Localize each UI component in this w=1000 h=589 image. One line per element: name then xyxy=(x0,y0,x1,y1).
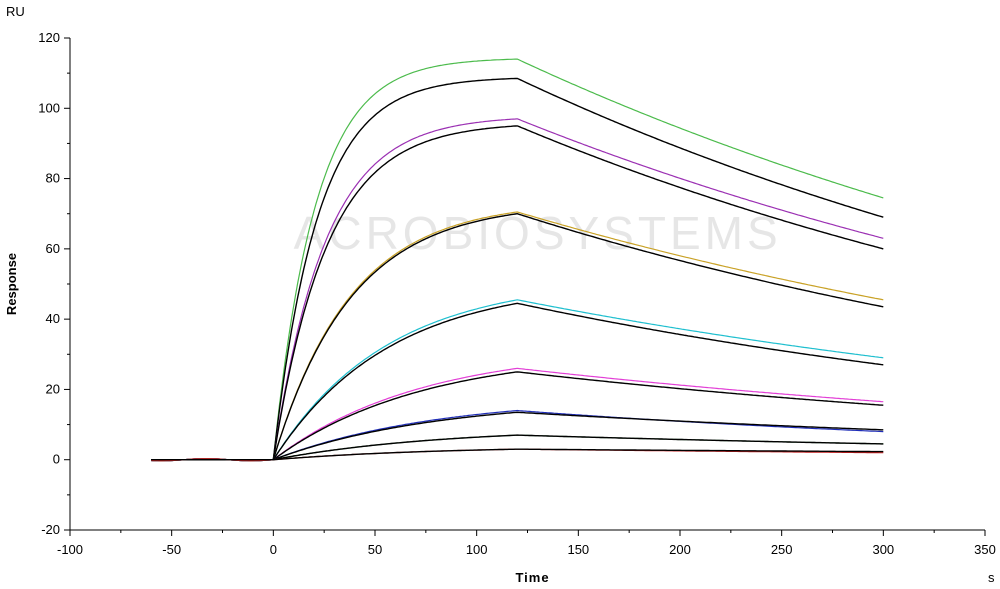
fit-curve-7 xyxy=(151,302,884,461)
response-curve-2 xyxy=(151,118,884,462)
fit-curve-9 xyxy=(151,371,884,461)
watermark: ACROBIOSYSTEMS xyxy=(294,207,782,259)
y-tick-label: -20 xyxy=(41,522,60,537)
response-curve-6 xyxy=(151,299,884,462)
series-curves xyxy=(151,58,884,462)
x-tick-label: 150 xyxy=(567,542,589,557)
axes: -20 0 20 40 60 80 100 120 -100 -50 0 50 100 150 200 250… xyxy=(38,30,996,557)
fit-curve-1 xyxy=(151,77,884,461)
x-axis-title: Time xyxy=(515,570,549,585)
fit-curve-11 xyxy=(151,411,884,461)
fit-curve-15 xyxy=(151,448,884,461)
y-axis-title: Response xyxy=(4,253,19,315)
x-tick-label: 100 xyxy=(466,542,488,557)
y-tick-label: 0 xyxy=(53,452,60,467)
x-tick-label: -50 xyxy=(162,542,181,557)
x-tick-label: 350 xyxy=(974,542,996,557)
y-tick-label: 80 xyxy=(46,171,60,186)
y-tick-label: 100 xyxy=(38,100,60,115)
fit-curve-3 xyxy=(151,125,884,461)
y-tick-label: 40 xyxy=(46,311,60,326)
x-tick-label: 0 xyxy=(270,542,277,557)
x-tick-label: -100 xyxy=(57,542,83,557)
fit-curve-13 xyxy=(151,434,884,461)
x-unit-label: s xyxy=(988,570,995,585)
y-tick-label: 120 xyxy=(38,30,60,45)
y-tick-label: 20 xyxy=(46,381,60,396)
x-tick-label: 50 xyxy=(368,542,382,557)
response-curve-12 xyxy=(151,434,884,462)
y-unit-label: RU xyxy=(6,4,25,19)
x-tick-label: 300 xyxy=(872,542,894,557)
x-tick-label: 250 xyxy=(771,542,793,557)
watermark-text: ACROBIOSYSTEMS xyxy=(294,207,782,259)
y-tick-label: 60 xyxy=(46,241,60,256)
response-curve-8 xyxy=(151,367,884,462)
x-tick-label: 200 xyxy=(669,542,691,557)
